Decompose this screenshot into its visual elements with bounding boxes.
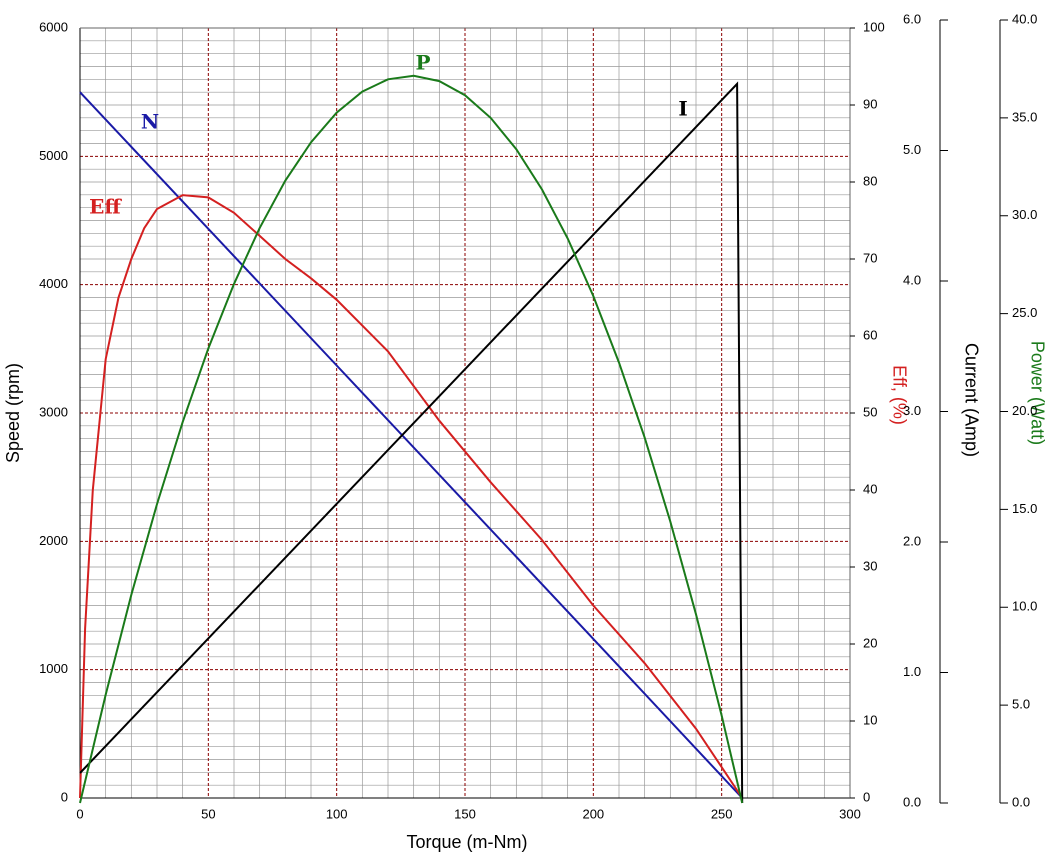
current-tick-label: 2.0	[903, 533, 921, 548]
y-tick-label: 0	[61, 789, 68, 804]
current-tick-label: 3.0	[903, 403, 921, 418]
power-axis-title: Power (Watt)	[1027, 341, 1047, 445]
x-tick-label: 250	[711, 806, 733, 821]
x-tick-label: 100	[326, 806, 348, 821]
power-tick-label: 30.0	[1012, 207, 1037, 222]
eff-tick-label: 30	[863, 558, 877, 573]
y-axis-title: Speed (rpm)	[3, 363, 23, 463]
eff-tick-label: 60	[863, 327, 877, 342]
eff-tick-label: 0	[863, 789, 870, 804]
series-label: Eff	[89, 195, 122, 219]
series-line	[79, 74, 744, 804]
power-tick-label: 25.0	[1012, 305, 1037, 320]
y-tick-label: 2000	[39, 533, 68, 548]
eff-tick-label: 70	[863, 250, 877, 265]
power-tick-label: 10.0	[1012, 599, 1037, 614]
series-line	[79, 194, 744, 799]
x-axis-title: Torque (m-Nm)	[406, 832, 527, 852]
eff-tick-label: 80	[863, 173, 877, 188]
current-tick-label: 0.0	[903, 794, 921, 809]
eff-tick-label: 100	[863, 19, 885, 34]
series-label: N	[141, 110, 159, 134]
eff-tick-label: 90	[863, 96, 877, 111]
eff-axis-title: Eff, (%)	[889, 365, 909, 425]
x-tick-label: 50	[201, 806, 215, 821]
series-label: I	[678, 97, 687, 121]
y-tick-label: 5000	[39, 148, 68, 163]
eff-tick-label: 40	[863, 481, 877, 496]
eff-tick-label: 50	[863, 404, 877, 419]
x-tick-label: 0	[76, 806, 83, 821]
power-tick-label: 40.0	[1012, 11, 1037, 26]
current-tick-label: 4.0	[903, 272, 921, 287]
power-tick-label: 5.0	[1012, 697, 1030, 712]
power-tick-label: 35.0	[1012, 109, 1037, 124]
series-line	[79, 91, 743, 799]
y-tick-label: 6000	[39, 19, 68, 34]
power-tick-label: 0.0	[1012, 794, 1030, 809]
power-tick-label: 20.0	[1012, 403, 1037, 418]
series-label: P	[415, 51, 430, 75]
x-tick-label: 150	[454, 806, 476, 821]
eff-tick-label: 20	[863, 635, 877, 650]
y-tick-label: 1000	[39, 661, 68, 676]
series-line	[79, 81, 744, 804]
current-axis-title: Current (Amp)	[961, 343, 981, 457]
current-tick-label: 6.0	[903, 11, 921, 26]
x-tick-label: 200	[582, 806, 604, 821]
y-tick-label: 3000	[39, 404, 68, 419]
x-tick-label: 300	[839, 806, 861, 821]
power-tick-label: 15.0	[1012, 501, 1037, 516]
y-tick-label: 4000	[39, 276, 68, 291]
current-tick-label: 1.0	[903, 664, 921, 679]
current-tick-label: 5.0	[903, 142, 921, 157]
eff-tick-label: 10	[863, 712, 877, 727]
